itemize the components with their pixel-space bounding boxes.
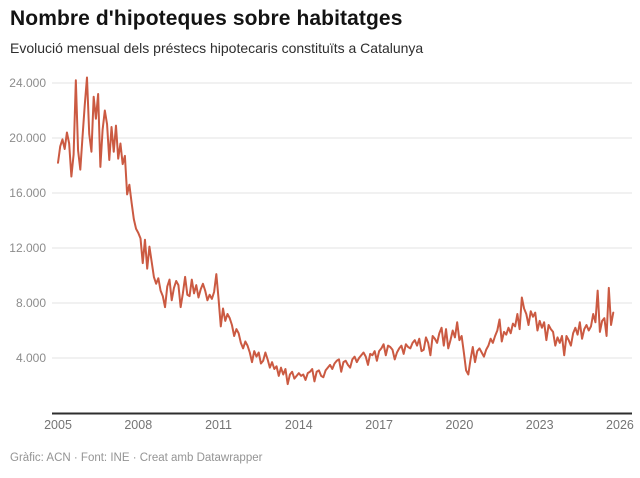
y-tick-label: 4.000 [16, 351, 46, 365]
x-tick-label: 2023 [526, 418, 554, 432]
x-tick-label: 2005 [44, 418, 72, 432]
x-tick-label: 2011 [205, 418, 232, 432]
y-tick-label: 24.000 [9, 76, 46, 90]
series-line [57, 76, 615, 386]
chart-subtitle: Evolució mensual dels préstecs hipotecar… [10, 40, 424, 56]
x-tick-label: 2008 [124, 418, 152, 432]
x-tick-label: 2017 [365, 418, 393, 432]
chart-credit: Gràfic: ACN · Font: INE · Creat amb Data… [10, 452, 263, 464]
x-tick-label: 2026 [606, 418, 634, 432]
y-tick-label: 8.000 [16, 296, 46, 310]
y-tick-label: 12.000 [9, 241, 46, 255]
y-axis-labels: 4.000 8.000 12.000 16.000 20.000 24.000 [9, 76, 46, 365]
chart-title: Nombre d'hipoteques sobre habitatges [10, 7, 403, 30]
y-gridlines [52, 82, 632, 359]
x-tick-label: 2014 [285, 418, 313, 432]
x-tick-label: 2020 [445, 418, 473, 432]
y-tick-label: 16.000 [9, 186, 46, 200]
x-axis-labels: 2005 2008 2011 2014 2017 2020 2023 2026 [44, 418, 634, 432]
y-tick-label: 20.000 [9, 131, 46, 145]
